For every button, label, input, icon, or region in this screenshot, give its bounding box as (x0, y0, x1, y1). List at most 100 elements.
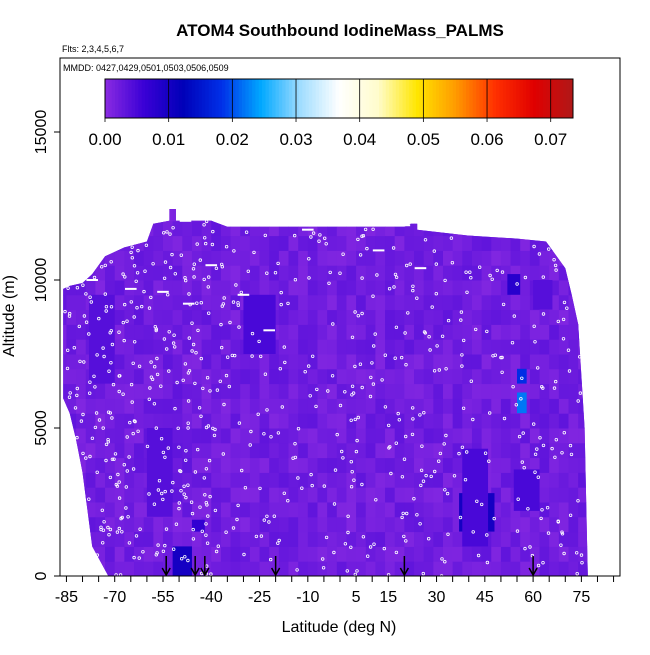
sample-point (104, 442, 109, 447)
colorbar-segment (148, 79, 153, 118)
sample-point (350, 384, 355, 388)
heatmap-cell (452, 398, 463, 414)
colorbar-segment (211, 79, 216, 118)
heatmap-cell (249, 250, 261, 266)
heatmap-cell (356, 398, 367, 414)
colorbar-segment (145, 79, 149, 118)
heatmap-cell (259, 516, 270, 533)
sample-point (387, 287, 392, 291)
sample-point (125, 469, 129, 473)
heatmap-cell (95, 502, 106, 518)
sample-point (402, 457, 407, 461)
heatmap-cell (143, 209, 154, 222)
heatmap-cell (491, 457, 502, 473)
sample-point (562, 431, 566, 435)
heatmap-cell (298, 235, 309, 251)
heatmap-cell (105, 516, 116, 533)
heatmap-cell (529, 546, 541, 562)
heatmap-cell (307, 398, 318, 414)
heatmap-cell (134, 531, 145, 547)
heatmap-cell (491, 442, 502, 459)
heatmap-cell (462, 428, 473, 444)
sample-point (179, 253, 183, 257)
heatmap-cell (346, 413, 357, 429)
heatmap-cell (423, 442, 434, 459)
heatmap-cell (153, 383, 164, 399)
heatmap-cell (452, 413, 463, 429)
sample-point (400, 475, 405, 479)
sample-point (341, 252, 345, 256)
sample-point (540, 508, 544, 512)
colorbar-segment (168, 79, 173, 118)
heatmap-cell (153, 516, 164, 533)
heatmap-cell (317, 294, 328, 311)
heatmap-cell (191, 368, 203, 385)
sample-point (117, 389, 121, 394)
heatmap-cell (288, 442, 299, 459)
sample-point (495, 268, 499, 273)
sample-point (161, 497, 165, 502)
heatmap-cell (462, 209, 473, 222)
heatmap-cell (491, 561, 502, 576)
heatmap-cell (307, 531, 318, 547)
sample-point (107, 533, 111, 537)
sample-point (438, 451, 443, 456)
sample-point (151, 262, 155, 266)
sample-point (353, 364, 357, 369)
sample-point (172, 345, 177, 349)
sample-point (111, 382, 116, 387)
heatmap-cell (278, 442, 290, 459)
sample-point (177, 501, 181, 505)
heatmap-cell (500, 339, 512, 355)
heatmap-cell (500, 502, 512, 518)
sample-point (104, 309, 108, 313)
heatmap-cell (182, 383, 193, 399)
heatmap-cell (278, 546, 290, 562)
sample-point (433, 469, 437, 474)
heatmap-cell (500, 546, 512, 562)
colorbar-segment (445, 79, 450, 118)
heatmap-cell (346, 516, 357, 533)
y-tick-label: 10000 (33, 258, 50, 303)
heatmap-cell (404, 294, 415, 311)
sample-point (331, 322, 335, 326)
sample-point (201, 386, 205, 391)
heatmap-cell (269, 383, 280, 399)
sample-point (134, 534, 139, 538)
heatmap-cell (394, 546, 405, 562)
heatmap-cell (549, 531, 560, 547)
heatmap-cell (394, 398, 405, 414)
heatmap-cell (114, 561, 125, 576)
heatmap-cell (462, 546, 473, 562)
sample-point (568, 443, 573, 448)
enhanced-region-7 (507, 274, 521, 295)
heatmap-cell (375, 280, 386, 296)
heatmap-cell (124, 428, 135, 444)
heatmap-cell (143, 309, 154, 325)
sample-point (528, 545, 532, 549)
heatmap-cell (327, 280, 338, 296)
colorbar-segment (188, 79, 193, 118)
sample-point (194, 351, 198, 355)
heatmap-cell (356, 502, 367, 518)
heatmap-cell (365, 457, 376, 473)
sample-point (512, 314, 516, 318)
heatmap-cell (288, 561, 299, 576)
heatmap-cell (558, 294, 570, 311)
heatmap-cell (453, 191, 463, 206)
sample-point (104, 305, 109, 309)
colorbar-segment (432, 79, 437, 118)
heatmap-cell (114, 368, 125, 385)
sample-point (199, 356, 203, 361)
sample-point (358, 253, 363, 257)
heatmap-cell (134, 368, 145, 385)
heatmap-cell (172, 354, 183, 370)
sample-point (443, 278, 447, 283)
heatmap-cell (298, 354, 309, 370)
heatmap-cell (153, 398, 164, 414)
heatmap-cell (220, 280, 232, 296)
colorbar-segment (529, 79, 534, 118)
x-tick-label: -85 (55, 589, 78, 606)
sample-point (205, 541, 210, 545)
heatmap-cell (500, 487, 512, 503)
